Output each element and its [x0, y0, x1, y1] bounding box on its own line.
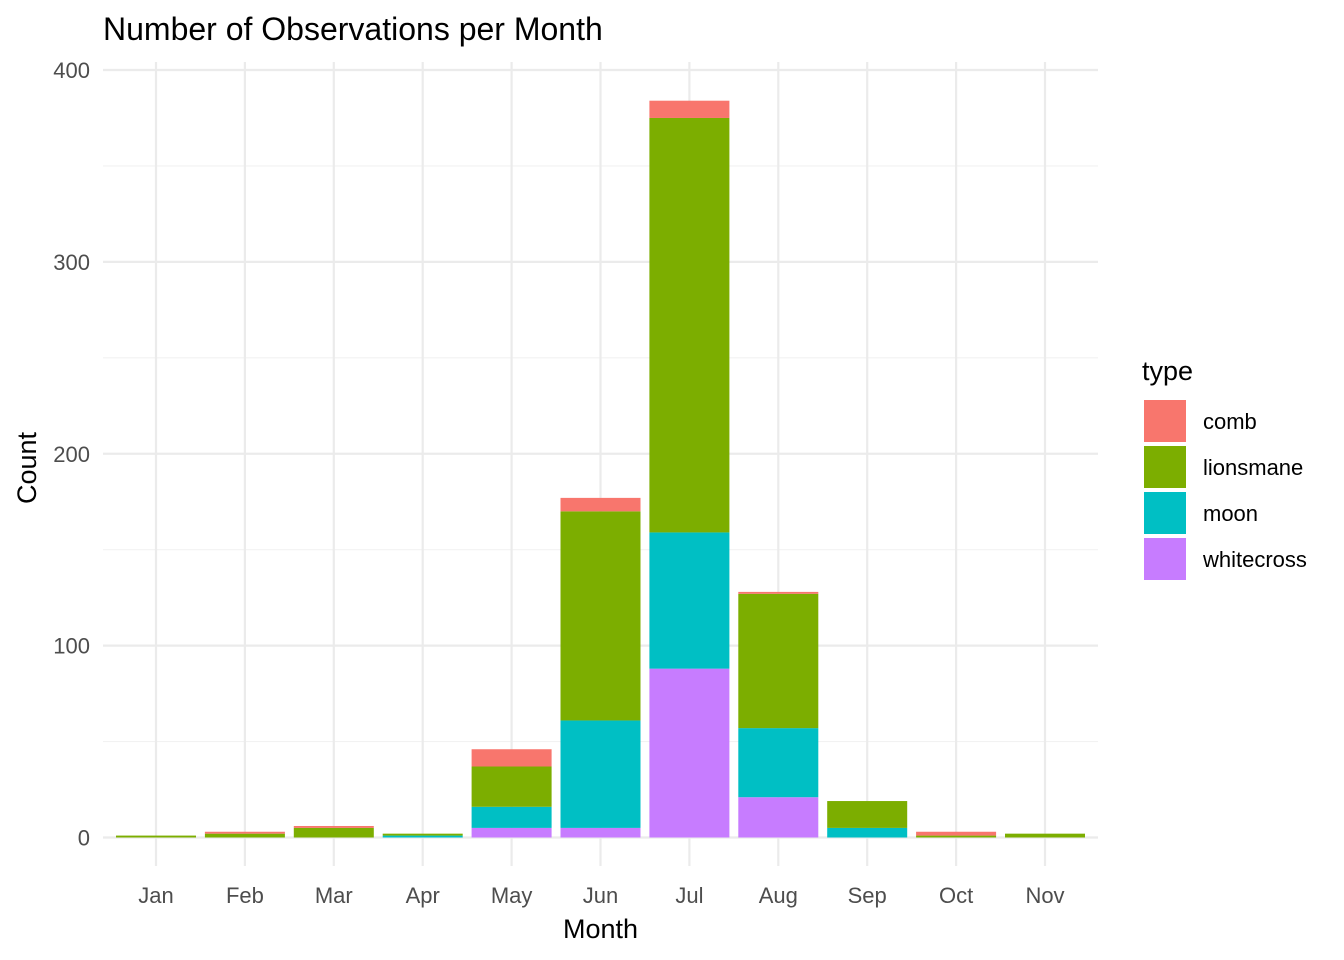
- x-axis-title: Month: [563, 914, 638, 944]
- legend-key-comb: [1144, 400, 1186, 442]
- legend: type comb lionsmane moon whitecross: [1142, 356, 1307, 580]
- bar-segment-lionsmane-oct: [916, 835, 997, 838]
- x-tick-label: Oct: [939, 883, 973, 908]
- x-tick-label: Nov: [1025, 883, 1064, 908]
- y-tick-label: 300: [53, 250, 90, 275]
- y-tick-label: 200: [53, 442, 90, 467]
- x-tick-label: Sep: [848, 883, 887, 908]
- y-axis-title: Count: [12, 431, 42, 504]
- y-tick-label: 0: [78, 826, 90, 851]
- legend-key-moon: [1144, 492, 1186, 534]
- y-tick-label: 100: [53, 634, 90, 659]
- bars: [116, 100, 1085, 838]
- bar-segment-lionsmane-aug: [738, 593, 819, 729]
- bar-segment-comb-jun: [560, 497, 641, 512]
- bar-segment-whitecross-jul: [649, 668, 730, 838]
- legend-label-lionsmane: lionsmane: [1203, 455, 1303, 480]
- y-tick-labels: 0 100 200 300 400: [53, 58, 90, 851]
- y-tick-label: 400: [53, 58, 90, 83]
- legend-label-comb: comb: [1203, 409, 1257, 434]
- legend-key-whitecross: [1144, 538, 1186, 580]
- bar-segment-comb-oct: [916, 831, 997, 836]
- bar-segment-lionsmane-jan: [116, 835, 196, 838]
- legend-title: type: [1142, 356, 1193, 386]
- bar-segment-whitecross-jun: [560, 827, 641, 838]
- bar-segment-comb-jul: [649, 100, 730, 118]
- bar-segment-lionsmane-feb: [204, 833, 285, 838]
- bar-segment-lionsmane-jun: [560, 511, 641, 721]
- bar-segment-whitecross-may: [471, 827, 552, 838]
- x-tick-label: Jul: [675, 883, 703, 908]
- x-tick-label: Jun: [583, 883, 618, 908]
- bar-segment-lionsmane-nov: [1005, 833, 1085, 838]
- legend-label-whitecross: whitecross: [1202, 547, 1307, 572]
- bar-segment-comb-aug: [738, 591, 819, 594]
- bar-segment-lionsmane-sep: [827, 801, 908, 828]
- bar-segment-comb-mar: [293, 825, 374, 828]
- bar-segment-moon-may: [471, 806, 552, 828]
- x-tick-label: Jan: [138, 883, 173, 908]
- bar-segment-moon-jul: [649, 532, 730, 669]
- x-tick-label: Feb: [226, 883, 264, 908]
- bar-segment-lionsmane-mar: [293, 827, 374, 838]
- bar-segment-moon-apr: [382, 835, 463, 838]
- bar-segment-lionsmane-jul: [649, 117, 730, 533]
- chart-title: Number of Observations per Month: [103, 11, 603, 47]
- x-tick-label: Mar: [315, 883, 353, 908]
- legend-key-lionsmane: [1144, 446, 1186, 488]
- bar-segment-moon-sep: [827, 827, 908, 838]
- bar-segment-comb-may: [471, 749, 552, 767]
- legend-label-moon: moon: [1203, 501, 1258, 526]
- bar-segment-lionsmane-apr: [382, 833, 463, 836]
- x-tick-label: Apr: [406, 883, 440, 908]
- x-tick-label: May: [491, 883, 533, 908]
- bar-segment-moon-jun: [560, 720, 641, 828]
- bar-segment-lionsmane-may: [471, 766, 552, 807]
- bar-segment-moon-aug: [738, 728, 819, 798]
- x-tick-labels: Jan Feb Mar Apr May Jun Jul Aug Sep Oct Nov: [138, 883, 1064, 908]
- bar-segment-comb-feb: [204, 831, 285, 834]
- bar-segment-whitecross-aug: [738, 797, 819, 838]
- x-tick-label: Aug: [759, 883, 798, 908]
